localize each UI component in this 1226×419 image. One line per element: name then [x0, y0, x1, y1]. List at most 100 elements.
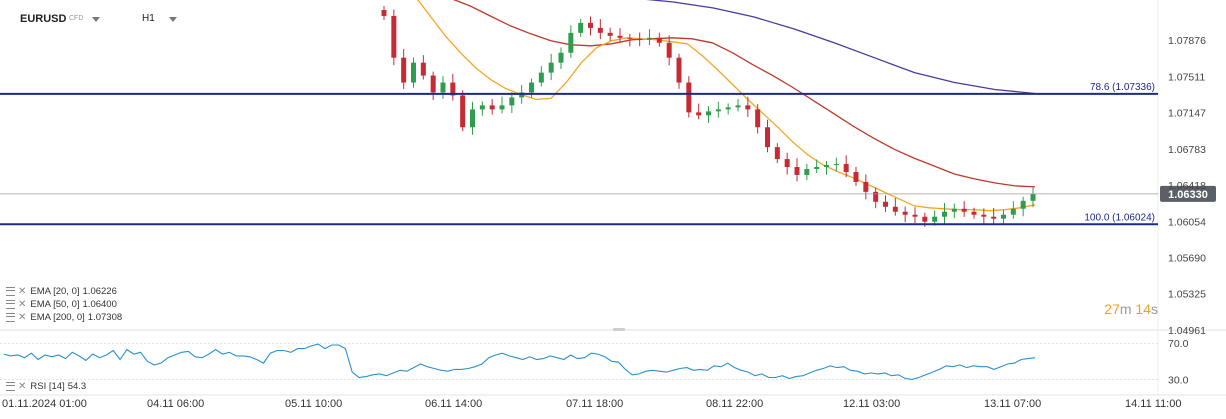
time-tick-label: 05.11 10:00 — [285, 398, 342, 410]
candle-body — [853, 171, 859, 182]
candle-body — [696, 112, 702, 116]
timer-s: s — [1151, 301, 1158, 317]
candle-body — [902, 211, 908, 215]
fib-level-label: 100.0 (1.06024) — [1084, 212, 1155, 223]
close-icon[interactable]: ✕ — [18, 381, 27, 392]
close-icon[interactable]: ✕ — [18, 299, 27, 310]
fib-levels: 78.6 (1.07336) 100.0 (1.06024) 1.06330 — [0, 82, 1216, 226]
settings-icon[interactable] — [6, 313, 15, 322]
settings-icon[interactable] — [6, 287, 15, 296]
candle-body — [804, 169, 810, 175]
candle-body — [519, 92, 525, 98]
candle-body — [784, 159, 790, 168]
symbol-dropdown-icon[interactable] — [92, 17, 100, 22]
candle-body — [706, 111, 711, 116]
candle-body — [951, 208, 957, 212]
time-tick-label: 04.11 06:00 — [147, 398, 204, 410]
candle-body — [725, 107, 731, 110]
candle-body — [420, 62, 426, 76]
candle-body — [814, 167, 820, 169]
candle-body — [381, 9, 387, 16]
ema-50-label: EMA [50, 0] — [30, 299, 80, 310]
rsi-level-label: 30.0 — [1168, 374, 1189, 386]
rsi-legend[interactable]: ✕ RSI [14] 54.3 — [6, 381, 86, 392]
candle-body — [666, 42, 672, 58]
price-tick-label: 1.06054 — [1168, 216, 1206, 228]
rsi-value: 54.3 — [67, 381, 87, 392]
ema-200-value: 1.07308 — [87, 312, 123, 323]
timeframe-selector[interactable]: H1 — [142, 13, 155, 24]
settings-icon[interactable] — [6, 382, 15, 391]
ema-50-legend[interactable]: ✕ EMA [50, 0] 1.06400 — [6, 299, 117, 310]
ema-50-path — [453, 0, 1036, 188]
candle-body — [391, 15, 397, 58]
ema-200-path — [646, 0, 1036, 95]
price-tick-label: 1.05325 — [1168, 289, 1206, 301]
settings-icon[interactable] — [6, 300, 15, 309]
candle-body — [1030, 193, 1036, 201]
timeframe-dropdown-icon[interactable] — [169, 17, 177, 22]
time-tick-label: 07.11 18:00 — [566, 398, 623, 410]
symbol-selector[interactable]: EURUSD — [20, 13, 67, 25]
candle-body — [892, 206, 898, 212]
rsi-level-label: 70.0 — [1168, 338, 1189, 350]
candle-body — [942, 211, 947, 217]
rsi-panel: 70.0 30.0 — [0, 338, 1189, 386]
candle-body — [755, 109, 761, 128]
time-tick-label: 12.11 03:00 — [843, 398, 900, 410]
ema-20-line — [417, 0, 1036, 212]
candle-body — [558, 52, 564, 63]
rsi-path — [3, 343, 1036, 380]
ema-20-label: EMA [20, 0] — [30, 286, 80, 297]
candle-body — [647, 37, 652, 40]
candle-body — [578, 22, 584, 33]
ema-200-line — [646, 0, 1036, 95]
candle-body — [470, 109, 475, 128]
symbol-type-badge: CFD — [69, 15, 84, 22]
price-tick-label: 1.07876 — [1168, 35, 1206, 47]
time-tick-label: 06.11 14:00 — [425, 398, 482, 410]
candle-body — [971, 211, 977, 215]
price-axis: 1.07876 1.07511 1.07147 1.06783 1.06418 1.060… — [1168, 35, 1206, 337]
rsi-label: RSI [14] — [30, 381, 65, 392]
ema-20-legend[interactable]: ✕ EMA [20, 0] 1.06226 — [6, 286, 117, 297]
candle-body — [450, 82, 456, 96]
candle-body — [745, 105, 751, 110]
ema-50-line — [453, 0, 1036, 188]
candle-body — [922, 216, 928, 222]
candle-body — [873, 191, 879, 202]
candle-body — [774, 147, 780, 160]
candle-body — [479, 105, 485, 110]
time-tick-label: 01.11.2024 01:00 — [2, 398, 87, 410]
candle-body — [981, 214, 987, 217]
ema-200-label: EMA [200, 0] — [30, 312, 85, 323]
ema-20-path — [417, 0, 1036, 212]
candle-body — [597, 27, 603, 33]
candle-body — [499, 105, 505, 110]
chart-grid — [0, 0, 1226, 395]
timer-m: m — [1119, 301, 1132, 317]
price-tick-label: 1.06418 — [1168, 180, 1206, 192]
current-price-text: 1.06330 — [1168, 189, 1208, 201]
time-tick-label: 08.11 22:00 — [706, 398, 763, 410]
time-tick-label: 14.11 11:00 — [1125, 398, 1181, 410]
timer-minutes: 27 — [1104, 301, 1120, 317]
candle-body — [961, 208, 967, 212]
candle-body — [824, 165, 829, 168]
candle-body — [617, 35, 623, 38]
candle-body — [588, 22, 593, 28]
fib-level-label: 78.6 (1.07336) — [1090, 82, 1155, 93]
candle-body — [637, 38, 643, 40]
candle-body — [529, 82, 534, 93]
ema-200-legend[interactable]: ✕ EMA [200, 0] 1.07308 — [6, 312, 122, 323]
candle-body — [676, 57, 682, 83]
candle-body — [912, 214, 918, 217]
price-tick-label: 1.04961 — [1168, 325, 1206, 337]
close-icon[interactable]: ✕ — [18, 312, 27, 323]
candle-body — [863, 181, 869, 192]
candle-body — [991, 216, 997, 219]
candle-body — [735, 105, 741, 108]
candle-body — [411, 62, 416, 83]
close-icon[interactable]: ✕ — [18, 286, 27, 297]
